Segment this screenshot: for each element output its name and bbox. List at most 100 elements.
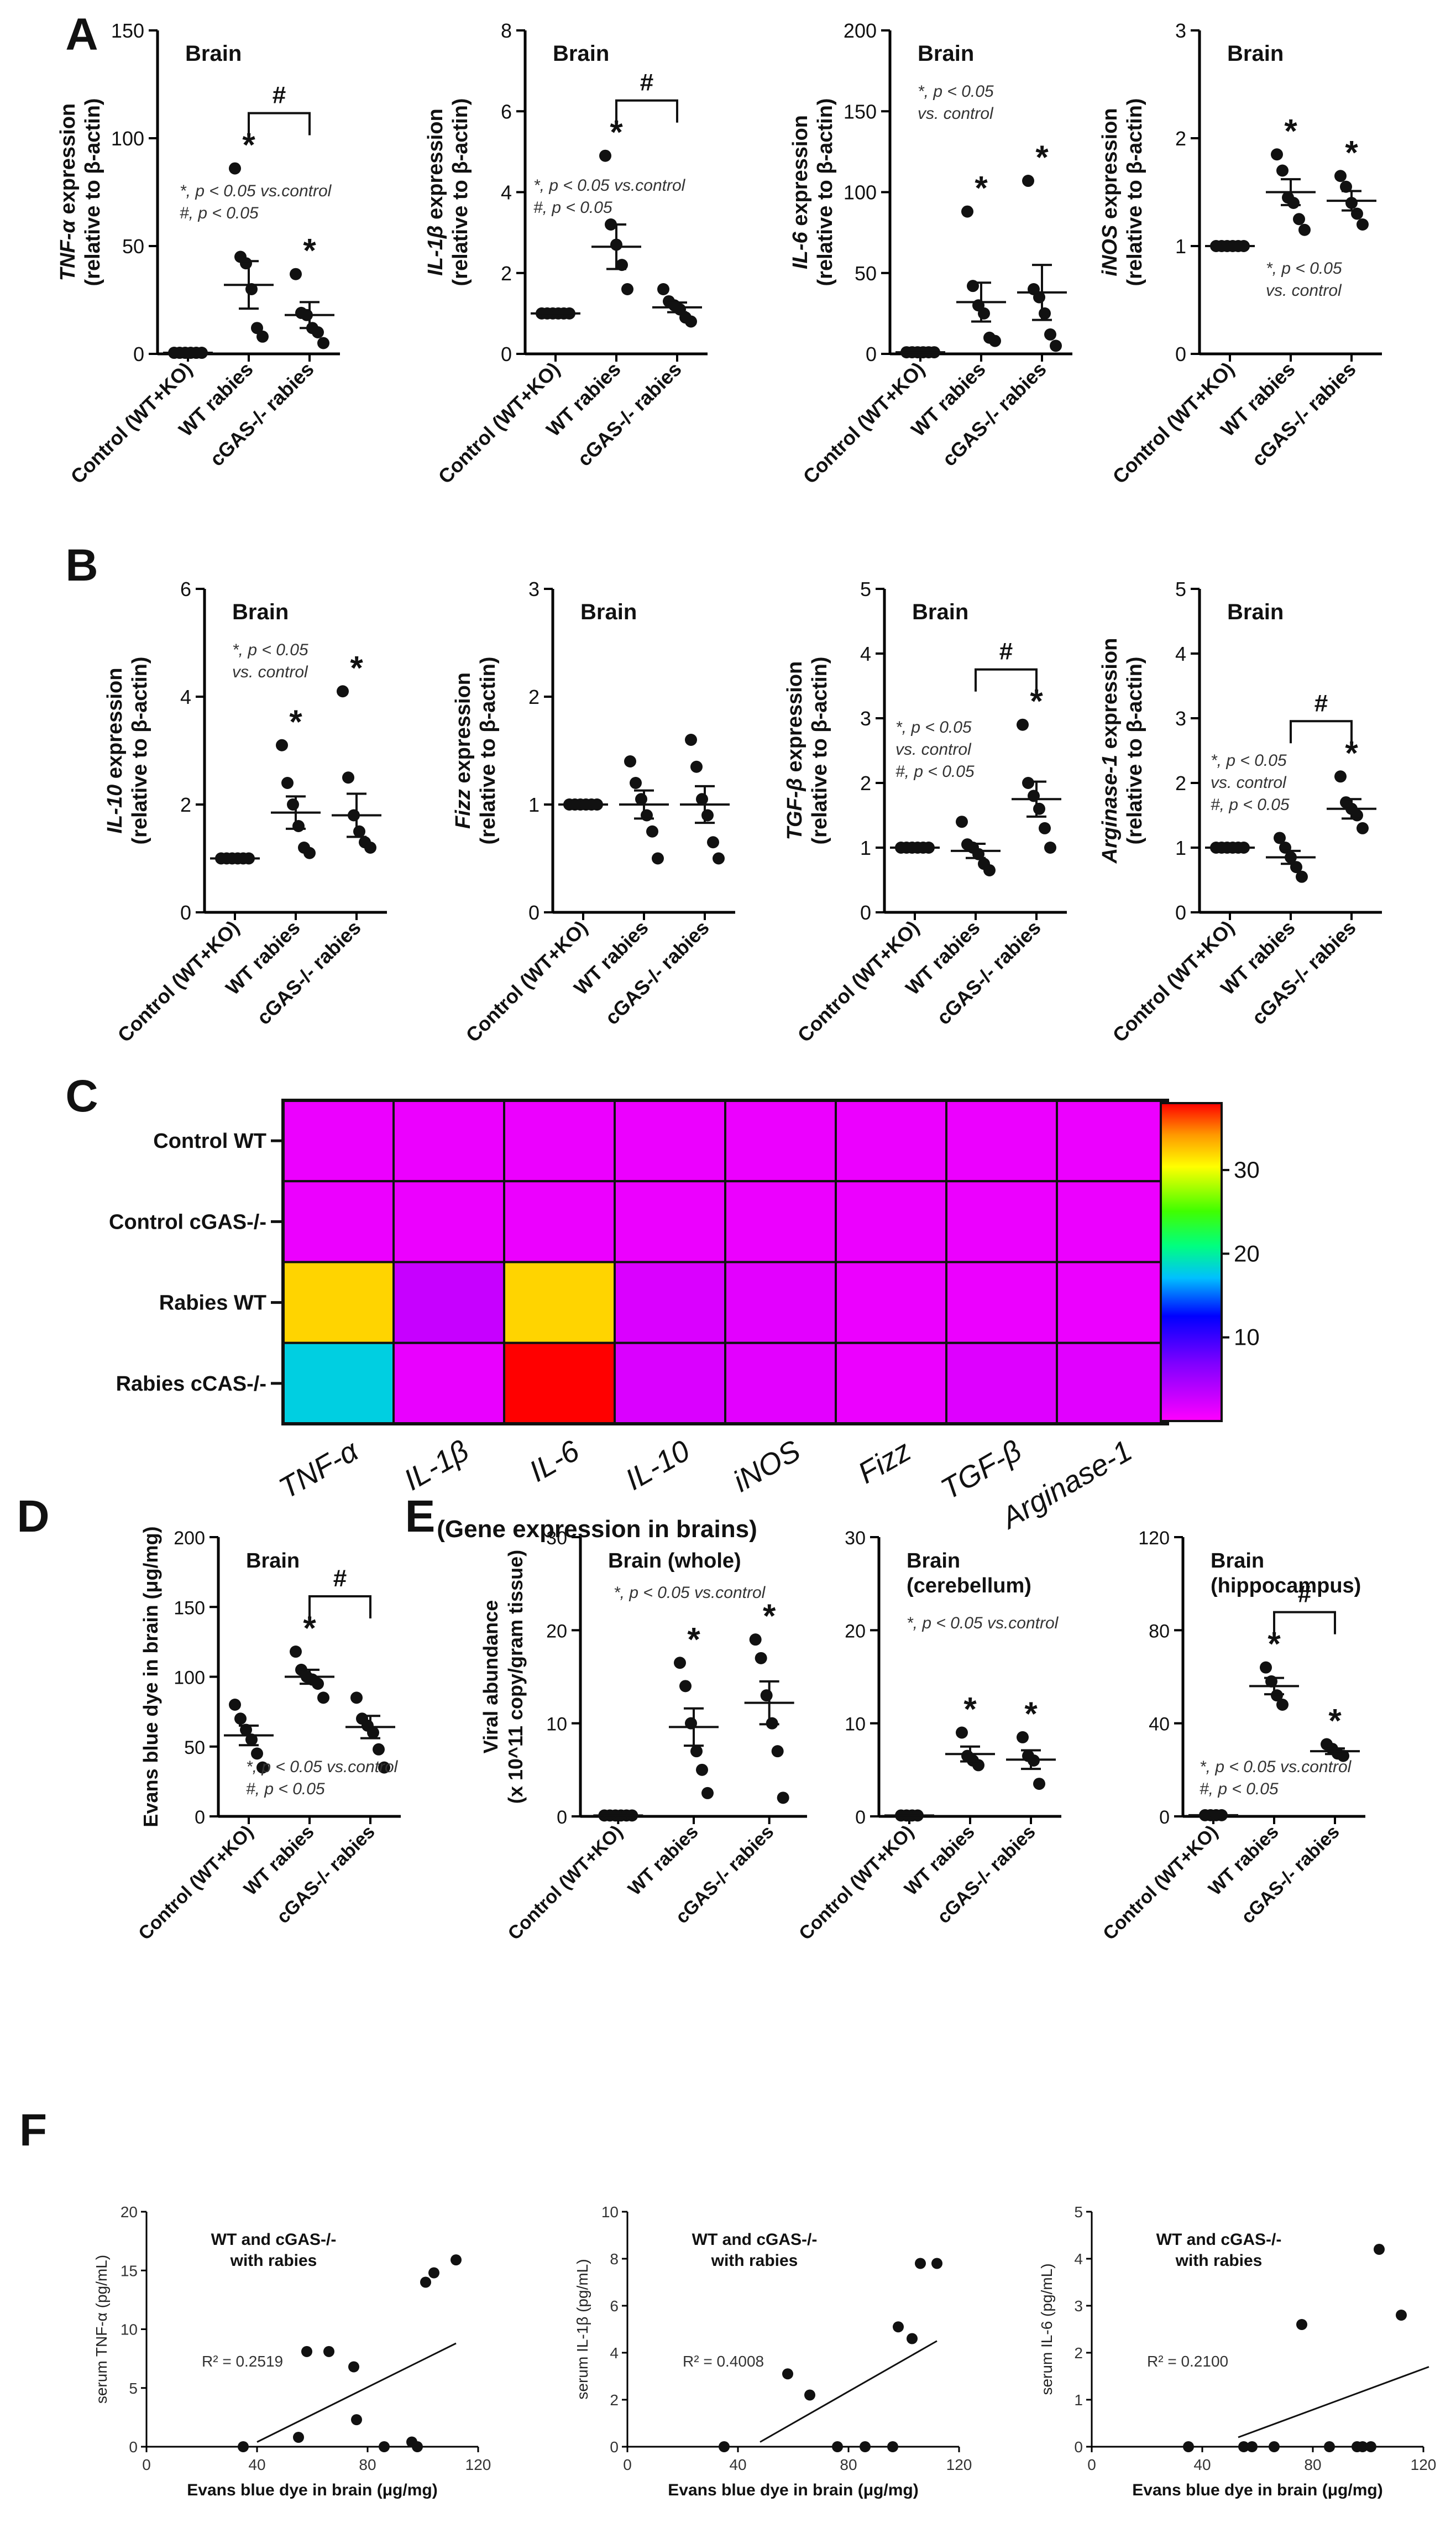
data-point	[1276, 164, 1289, 177]
y-tick-label: 15	[121, 2262, 138, 2279]
y-tick-label: 2	[1074, 2344, 1083, 2362]
chart-title: Brain	[232, 600, 289, 624]
data-point	[348, 2361, 359, 2373]
data-point	[782, 2368, 793, 2380]
hash-mark: #	[1314, 690, 1328, 717]
y-tick-label: 1	[1175, 837, 1186, 859]
p-value-note: *, p < 0.05 vs.control	[614, 1584, 766, 1602]
y-axis-label: Viral abundance	[479, 1600, 502, 1753]
data-point	[624, 755, 636, 767]
p-value-note: *, p < 0.05	[895, 718, 972, 737]
colorbar-tick-label: 30	[1234, 1157, 1260, 1183]
x-category-label: cGAS-/- rabies	[252, 916, 365, 1029]
chart-title: Brain	[246, 1549, 300, 1573]
data-point	[1039, 822, 1051, 834]
data-point	[755, 1652, 767, 1664]
y-axis-label-rest: expression	[424, 108, 447, 225]
y-axis-gene-name: TNF-α	[56, 220, 80, 281]
panel-letter-c: C	[65, 1071, 98, 1121]
chart-title: Brain	[1227, 41, 1284, 66]
y-tick-label: 0	[610, 2438, 619, 2456]
data-point	[1365, 2441, 1376, 2452]
y-tick-label: 0	[129, 2438, 138, 2456]
x-category-label: cGAS-/- rabies	[1247, 358, 1360, 471]
data-point	[1298, 223, 1311, 236]
data-point	[956, 1726, 968, 1739]
y-tick-label: 0	[860, 901, 871, 924]
heatmap-cell	[945, 1099, 1058, 1183]
y-tick-label: 120	[1138, 1528, 1170, 1549]
data-point	[1396, 2310, 1407, 2321]
significance-bracket	[248, 112, 311, 135]
data-point	[1374, 2244, 1385, 2255]
y-axis-label-rest: expression	[1098, 108, 1122, 224]
data-point	[707, 836, 719, 849]
data-point	[860, 2441, 871, 2452]
y-axis-label: IL-10 expression	[103, 668, 127, 834]
y-axis-gene-name: TGF-β	[783, 778, 806, 840]
x-tick-label: 40	[1193, 2456, 1211, 2473]
regression-line	[1238, 2366, 1429, 2438]
data-point	[317, 337, 329, 349]
data-point	[251, 1747, 263, 1760]
p-value-note: *, p < 0.05	[1266, 259, 1342, 278]
y-tick-label: 1	[1074, 2391, 1083, 2409]
y-axis-label: TGF-β expression	[783, 661, 806, 840]
y-axis-label: Evans blue dye in brain (μg/mg)	[139, 1526, 162, 1827]
y-axis-label-rest: expression	[452, 672, 475, 789]
chart-title: Brain	[1227, 600, 1284, 624]
x-tick-label: 120	[946, 2456, 972, 2473]
data-point	[1340, 180, 1352, 193]
x-tick-label: 80	[840, 2456, 857, 2473]
y-tick-label: 4	[180, 686, 191, 708]
p-value-note: *, p < 0.05	[232, 641, 308, 659]
heatmap-cell	[392, 1099, 505, 1183]
heatmap-cell	[392, 1261, 505, 1344]
heatmap-row-label: Rabies WT	[159, 1292, 266, 1315]
y-axis-label: serum TNF-α (pg/mL)	[93, 2255, 110, 2404]
x-category-label: cGAS-/- rabies	[573, 358, 685, 471]
y-axis-label-line2: (relative to β-actin)	[814, 98, 837, 286]
data-point	[428, 2267, 439, 2279]
data-point	[1334, 770, 1347, 783]
y-tick-label: 10	[601, 2203, 619, 2221]
data-point	[292, 820, 305, 832]
x-category-label: cGAS-/- rabies	[600, 916, 713, 1029]
heatmap-cell	[945, 1261, 1058, 1344]
y-tick-label: 8	[501, 19, 512, 42]
x-tick-label: 120	[1411, 2456, 1437, 2473]
heatmap-cell	[835, 1261, 947, 1344]
p-value-note: #, p < 0.05	[1211, 796, 1290, 814]
data-point	[635, 793, 647, 806]
data-point	[420, 2276, 431, 2288]
regression-line	[760, 2340, 938, 2443]
heatmap-cell	[945, 1180, 1058, 1263]
data-point	[451, 2254, 462, 2266]
y-tick-label: 0	[1074, 2438, 1083, 2456]
chart-f1: 0 5 10 15 20 0 40 80 120 Evans blue dye in brain …	[93, 2203, 491, 2499]
hash-mark: #	[999, 638, 1013, 665]
y-tick-label: 3	[528, 578, 540, 600]
data-point	[690, 1745, 703, 1758]
p-value-note: vs. control	[1211, 774, 1287, 792]
y-tick-label: 20	[845, 1621, 866, 1642]
y-axis-label-line2: (relative to β-actin)	[808, 657, 831, 845]
data-point	[256, 330, 269, 343]
y-tick-label: 200	[844, 19, 877, 42]
y-tick-label: 0	[1175, 901, 1186, 924]
data-point	[1357, 822, 1369, 834]
y-tick-label: 80	[1149, 1621, 1170, 1642]
data-point	[621, 283, 633, 295]
data-point	[1017, 718, 1029, 731]
chart-title: Brain	[185, 41, 242, 66]
y-axis-label: IL-1β expression	[424, 108, 447, 275]
y-tick-label: 6	[610, 2297, 619, 2315]
y-tick-label: 5	[1074, 2203, 1083, 2221]
chart-title: Brain	[912, 600, 968, 624]
chart-title-line2: with rabies	[230, 2252, 317, 2270]
data-point	[312, 326, 324, 338]
hash-mark: #	[333, 1565, 347, 1592]
